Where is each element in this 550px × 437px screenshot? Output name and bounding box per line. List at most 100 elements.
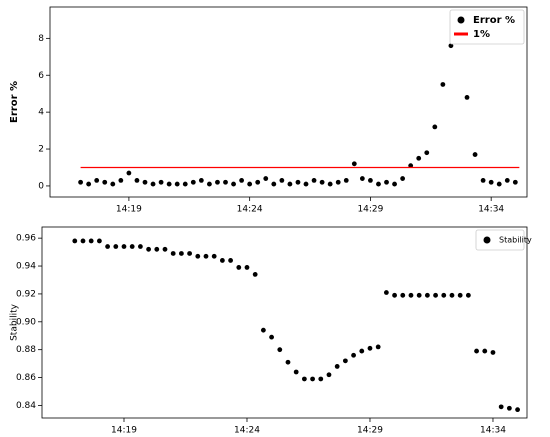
data-point xyxy=(303,181,309,187)
data-point xyxy=(293,369,299,375)
x-tick-label: 14:24 xyxy=(237,205,263,215)
data-point xyxy=(433,292,438,298)
data-point xyxy=(359,176,365,181)
data-point xyxy=(384,179,389,185)
data-point xyxy=(96,238,102,244)
data-point xyxy=(295,179,301,185)
data-point xyxy=(178,251,184,256)
data-point xyxy=(198,177,204,183)
plot-frame xyxy=(41,226,528,419)
data-point xyxy=(203,253,209,259)
data-point xyxy=(512,179,518,185)
legend-marker xyxy=(457,16,465,24)
y-tick-label: 0.90 xyxy=(16,317,36,327)
data-point xyxy=(134,177,140,183)
data-point xyxy=(457,292,463,298)
legend-label: 1% xyxy=(473,29,490,40)
x-tick-label: 14:34 xyxy=(478,205,504,215)
data-point xyxy=(368,177,373,183)
legend-label: Error % xyxy=(473,15,515,26)
y-tick-label: 8 xyxy=(38,34,44,44)
data-point xyxy=(310,376,315,382)
data-point xyxy=(110,181,116,187)
data-point xyxy=(440,82,446,87)
data-point xyxy=(228,258,233,263)
data-point xyxy=(319,179,325,185)
data-point xyxy=(88,238,94,244)
data-point xyxy=(432,124,438,130)
data-point xyxy=(118,177,124,183)
data-point xyxy=(327,181,333,187)
data-point xyxy=(236,265,242,270)
data-point xyxy=(441,292,447,298)
data-point xyxy=(416,155,422,161)
data-point xyxy=(72,238,78,244)
data-point xyxy=(215,179,220,185)
data-point xyxy=(504,177,510,183)
data-point xyxy=(231,181,236,187)
data-point xyxy=(260,327,266,333)
data-point xyxy=(78,179,83,185)
x-tick-label: 14:19 xyxy=(111,426,137,436)
data-point xyxy=(80,238,86,244)
data-point xyxy=(359,348,365,354)
data-point xyxy=(367,345,373,351)
data-point xyxy=(424,292,430,298)
data-point xyxy=(464,94,470,100)
data-point xyxy=(113,244,119,249)
data-point xyxy=(488,179,494,185)
data-point xyxy=(498,404,504,410)
legend-label: Stability xyxy=(499,236,532,245)
data-point xyxy=(343,177,349,183)
data-point xyxy=(482,348,488,354)
y-axis-label: Stability xyxy=(10,303,20,341)
data-point xyxy=(154,246,160,252)
data-point xyxy=(150,181,156,187)
data-point xyxy=(121,244,127,249)
plot-frame xyxy=(49,6,528,198)
data-point xyxy=(211,253,217,259)
data-point xyxy=(166,181,172,187)
data-point xyxy=(129,244,135,249)
data-point xyxy=(392,292,397,298)
data-point xyxy=(334,364,340,369)
data-point xyxy=(342,358,348,364)
y-axis-label: Error % xyxy=(9,81,20,123)
data-point xyxy=(277,347,283,353)
data-point xyxy=(271,181,277,187)
data-point xyxy=(465,292,471,298)
data-point xyxy=(94,177,100,183)
data-point xyxy=(449,292,455,298)
legend-box xyxy=(475,229,525,251)
y-tick-label: 0.84 xyxy=(16,401,36,411)
data-point xyxy=(170,251,176,256)
data-point xyxy=(190,179,196,185)
data-point xyxy=(416,292,422,298)
y-tick-label: 0.94 xyxy=(16,262,36,272)
y-tick-label: 0.96 xyxy=(16,234,36,244)
data-point xyxy=(158,179,164,185)
data-point xyxy=(448,43,454,49)
data-point xyxy=(376,181,381,187)
data-point xyxy=(400,176,406,181)
data-point xyxy=(219,258,225,263)
data-point xyxy=(326,372,332,378)
data-point xyxy=(383,290,389,295)
data-point xyxy=(86,181,92,187)
data-point xyxy=(375,344,381,350)
data-point xyxy=(247,181,253,187)
data-point xyxy=(102,179,108,185)
y-tick-label: 2 xyxy=(38,145,44,155)
x-tick-label: 14:29 xyxy=(357,426,383,436)
data-point xyxy=(490,350,496,355)
y-tick-label: 6 xyxy=(38,71,44,81)
data-point xyxy=(311,177,317,183)
data-point xyxy=(137,244,143,249)
data-point xyxy=(263,176,269,181)
data-point xyxy=(279,177,285,183)
data-point xyxy=(318,376,324,382)
data-point xyxy=(195,253,201,259)
x-tick-label: 14:34 xyxy=(480,426,506,436)
y-tick-label: 4 xyxy=(38,108,44,118)
